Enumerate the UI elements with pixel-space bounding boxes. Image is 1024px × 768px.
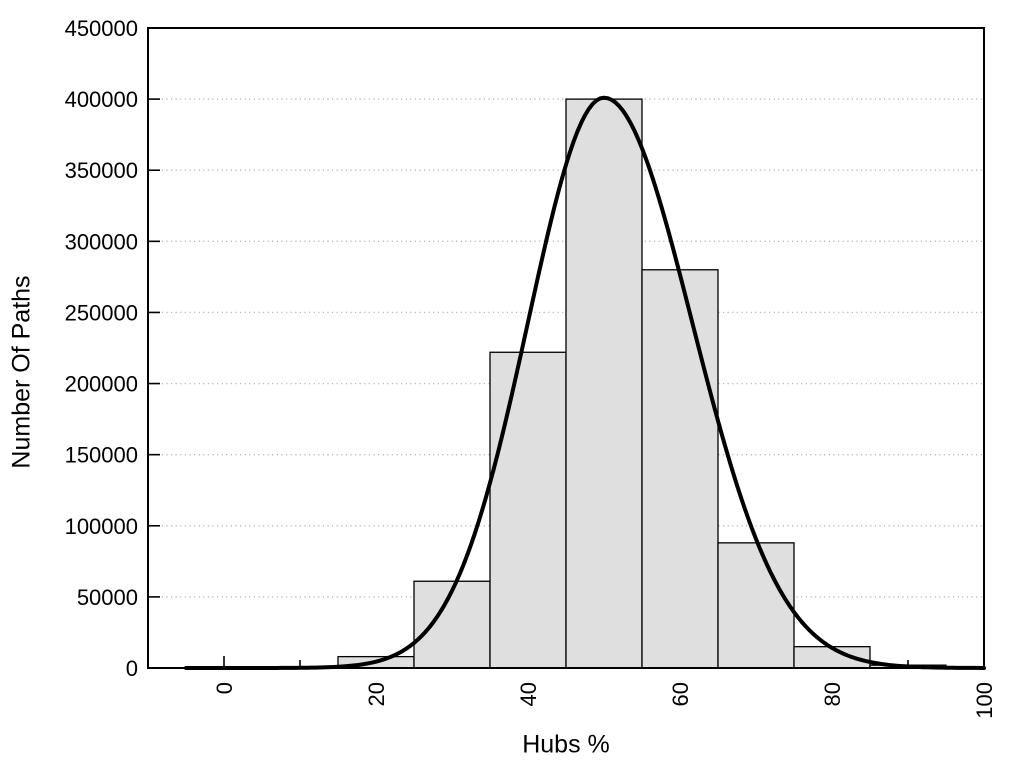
y-tick-label: 200000 — [65, 372, 138, 397]
y-tick-label: 300000 — [65, 229, 138, 254]
plot-border — [147, 27, 985, 669]
histogram-bars — [337, 98, 947, 669]
x-tick-label: 60 — [668, 682, 693, 706]
y-tick-label: 100000 — [65, 514, 138, 539]
x-tick-label: 20 — [364, 682, 389, 706]
histogram-bar — [565, 98, 643, 669]
y-tick-label: 50000 — [77, 585, 138, 610]
y-axis-title: Number Of Paths — [7, 275, 36, 469]
plot-border-rect — [147, 27, 985, 669]
x-tick-label: 80 — [820, 682, 845, 706]
x-tick-label: 40 — [516, 682, 541, 706]
histogram-bar — [717, 542, 795, 669]
x-tick-label: 100 — [972, 682, 997, 719]
y-tick-label: 450000 — [65, 16, 138, 41]
tick-labels: 0 50000 100000 150000 200000 250000 300000 3500… — [65, 16, 997, 719]
y-tick-label: 400000 — [65, 87, 138, 112]
y-tick-label: 250000 — [65, 300, 138, 325]
x-tick-label: 0 — [212, 682, 237, 694]
y-tick-label: 350000 — [65, 158, 138, 183]
y-tick-label: 150000 — [65, 443, 138, 468]
histogram-bar — [641, 269, 719, 669]
histogram-bar — [489, 351, 567, 669]
histogram-bar — [413, 580, 491, 669]
x-axis-title: Hubs % — [522, 730, 610, 759]
y-tick-label: 0 — [126, 656, 138, 681]
